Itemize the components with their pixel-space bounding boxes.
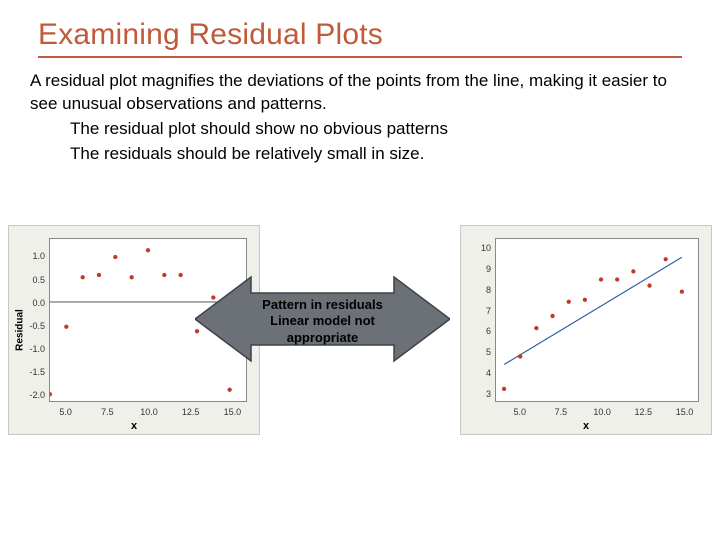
- callout-line1: Pattern in residuals: [262, 297, 383, 312]
- y-tick: -0.5: [25, 321, 45, 331]
- x-tick: 7.5: [97, 407, 117, 417]
- y-tick: 1.0: [25, 251, 45, 261]
- x-tick: 15.0: [675, 407, 695, 417]
- x-tick: 12.5: [633, 407, 653, 417]
- y-tick: 8: [471, 285, 491, 295]
- callout-arrow: Pattern in residuals Linear model not ap…: [195, 275, 450, 363]
- x-tick: 10.0: [592, 407, 612, 417]
- body-bullet-1: The residual plot should show no obvious…: [70, 118, 690, 141]
- y-tick: 10: [471, 243, 491, 253]
- x-tick: 15.0: [222, 407, 242, 417]
- y-tick: 3: [471, 389, 491, 399]
- right-chart-svg: [496, 239, 698, 401]
- x-tick: 5.0: [510, 407, 530, 417]
- x-tick: 10.0: [139, 407, 159, 417]
- y-tick: -2.0: [25, 390, 45, 400]
- x-tick: 7.5: [551, 407, 571, 417]
- y-tick: 4: [471, 368, 491, 378]
- callout-line3: appropriate: [287, 330, 359, 345]
- y-tick: 9: [471, 264, 491, 274]
- y-tick: 6: [471, 326, 491, 336]
- y-tick: 7: [471, 306, 491, 316]
- y-tick: -1.5: [25, 367, 45, 377]
- left-chart-ylabel: Residual: [14, 309, 25, 351]
- right-chart-xlabel: x: [583, 420, 589, 432]
- scatter-chart: 5.0 7.5 10.0 12.5 15.0 3 4 5 6 7 8 9 10 x: [460, 225, 712, 435]
- right-plot-area: [495, 238, 699, 402]
- y-tick: 0.5: [25, 275, 45, 285]
- page-title: Examining Residual Plots: [38, 18, 682, 58]
- left-chart-xlabel: x: [131, 420, 137, 432]
- body-bullet-2: The residuals should be relatively small…: [70, 143, 690, 166]
- y-tick: 0.0: [25, 298, 45, 308]
- callout-line2: Linear model not: [270, 313, 375, 328]
- body-paragraph: A residual plot magnifies the deviations…: [30, 70, 690, 116]
- y-tick: -1.0: [25, 344, 45, 354]
- x-tick: 12.5: [181, 407, 201, 417]
- x-tick: 5.0: [56, 407, 76, 417]
- callout-text: Pattern in residuals Linear model not ap…: [195, 297, 450, 346]
- y-tick: 5: [471, 347, 491, 357]
